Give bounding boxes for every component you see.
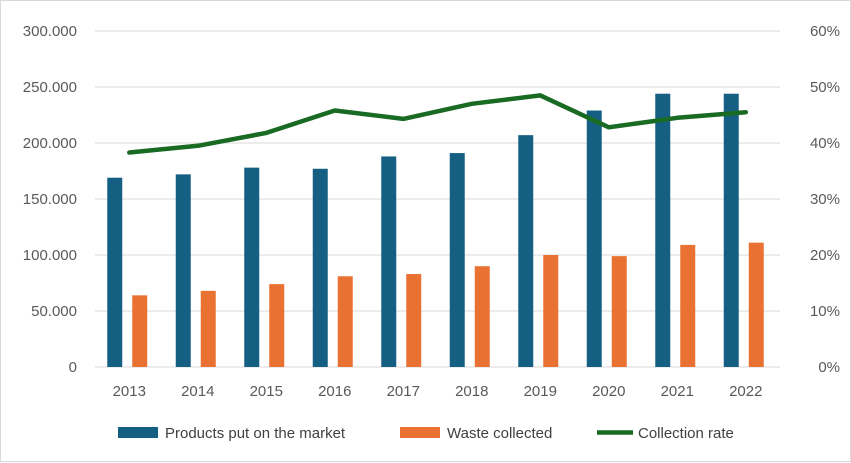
bar-products-put-on-market	[723, 93, 739, 367]
right-y-axis: 0% 10% 20% 30% 40% 50% 60%	[810, 23, 840, 376]
bar-products-put-on-market	[449, 153, 465, 367]
right-tick-label: 30%	[810, 191, 840, 208]
x-axis: 2013 2014 2015 2016 2017 2018 2019 2020 2021 2022	[113, 383, 763, 400]
collection-rate-line	[127, 93, 749, 155]
legend-swatch-products	[118, 427, 158, 438]
legend-swatch-waste	[400, 427, 440, 438]
legend-label-waste: Waste collected	[447, 425, 552, 442]
legend-label-collection-rate: Collection rate	[638, 425, 734, 442]
x-tick-label: 2022	[729, 383, 762, 400]
bar-products-put-on-market	[655, 93, 671, 367]
right-tick-label: 10%	[810, 303, 840, 320]
x-tick-label: 2017	[387, 383, 420, 400]
left-tick-label: 100.000	[23, 247, 77, 264]
left-tick-label: 0	[69, 359, 77, 376]
right-tick-label: 60%	[810, 23, 840, 40]
left-tick-label: 300.000	[23, 23, 77, 40]
bar-products-put-on-market	[175, 174, 191, 367]
bar-waste-collected	[748, 242, 764, 367]
bar-products-put-on-market	[518, 135, 534, 367]
bar-waste-collected	[543, 255, 559, 367]
bar-products-put-on-market	[381, 156, 397, 367]
gridlines	[95, 30, 780, 368]
left-y-axis: 0 50.000 100.000 150.000 200.000 250.000 300.0…	[23, 23, 77, 376]
bar-products-put-on-market	[312, 168, 328, 367]
x-tick-label: 2019	[524, 383, 557, 400]
right-tick-label: 20%	[810, 247, 840, 264]
left-tick-label: 150.000	[23, 191, 77, 208]
bar-waste-collected	[474, 266, 490, 367]
x-tick-label: 2014	[181, 383, 214, 400]
right-tick-label: 50%	[810, 79, 840, 96]
x-tick-label: 2013	[113, 383, 146, 400]
bar-waste-collected	[337, 276, 353, 367]
x-tick-label: 2018	[455, 383, 488, 400]
right-tick-label: 40%	[810, 135, 840, 152]
bar-waste-collected	[611, 256, 627, 367]
x-tick-label: 2020	[592, 383, 625, 400]
line-collection-rate	[127, 93, 749, 155]
legend: Products put on the market Waste collect…	[118, 425, 734, 442]
left-tick-label: 50.000	[31, 303, 77, 320]
bar-waste-collected	[132, 295, 148, 367]
bar-products-put-on-market	[107, 177, 123, 367]
bar-waste-collected	[269, 284, 285, 367]
x-tick-label: 2021	[661, 383, 694, 400]
bar-waste-collected	[680, 244, 696, 367]
bars	[107, 93, 764, 368]
x-tick-label: 2016	[318, 383, 351, 400]
left-tick-label: 200.000	[23, 135, 77, 152]
bar-waste-collected	[200, 290, 216, 367]
bar-products-put-on-market	[586, 110, 602, 368]
x-tick-label: 2015	[250, 383, 283, 400]
legend-label-products: Products put on the market	[165, 425, 346, 442]
right-tick-label: 0%	[818, 359, 840, 376]
bar-waste-collected	[406, 274, 422, 367]
bar-products-put-on-market	[244, 167, 260, 367]
left-tick-label: 250.000	[23, 79, 77, 96]
